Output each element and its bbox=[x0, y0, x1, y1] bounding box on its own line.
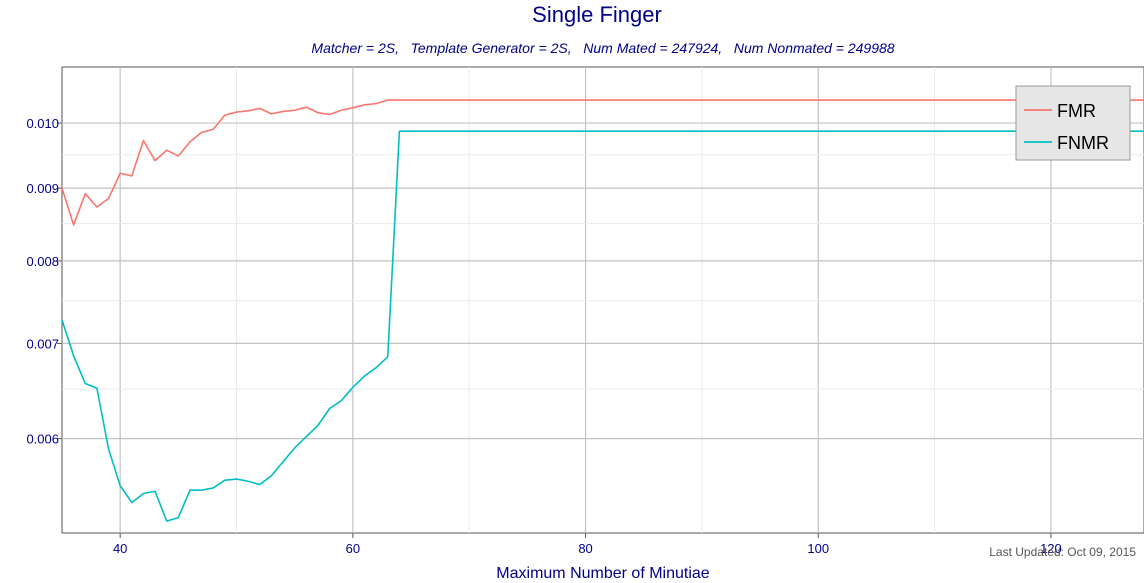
y-tick-label: 0.006 bbox=[26, 432, 59, 447]
chart-subtitle: Matcher = 2S, Template Generator = 2S, N… bbox=[311, 40, 894, 56]
grid bbox=[62, 67, 1144, 533]
x-tick-label: 80 bbox=[578, 541, 592, 556]
legend-label-fnmr: FNMR bbox=[1057, 133, 1109, 153]
series-line-fnmr bbox=[61, 130, 1144, 522]
series-line-fmr bbox=[61, 99, 1144, 226]
legend-box bbox=[1015, 85, 1131, 161]
series-lines bbox=[61, 99, 1144, 522]
x-tick-label: 100 bbox=[807, 541, 829, 556]
plot-panel bbox=[61, 66, 1144, 534]
last-updated-annotation: Last Updated: Oct 09, 2015 bbox=[989, 545, 1136, 559]
y-tick-label: 0.007 bbox=[26, 336, 59, 351]
chart-title: Single Finger bbox=[532, 2, 662, 27]
x-tick-label: 120 bbox=[1040, 541, 1062, 556]
y-tick-label: 0.010 bbox=[26, 116, 59, 131]
y-tick-label: 0.008 bbox=[26, 254, 59, 269]
x-tick-label: 60 bbox=[346, 541, 360, 556]
x-axis-label: Maximum Number of Minutiae bbox=[496, 565, 710, 582]
axis-ticks: 40 60 80 100 120 0.006 0.007 0.008 0.009 0.010 bbox=[26, 116, 1061, 556]
y-tick-label: 0.009 bbox=[26, 181, 59, 196]
x-tick-label: 40 bbox=[113, 541, 127, 556]
legend-label-fmr: FMR bbox=[1057, 101, 1096, 121]
legend: FMR FNMR bbox=[1015, 85, 1131, 161]
